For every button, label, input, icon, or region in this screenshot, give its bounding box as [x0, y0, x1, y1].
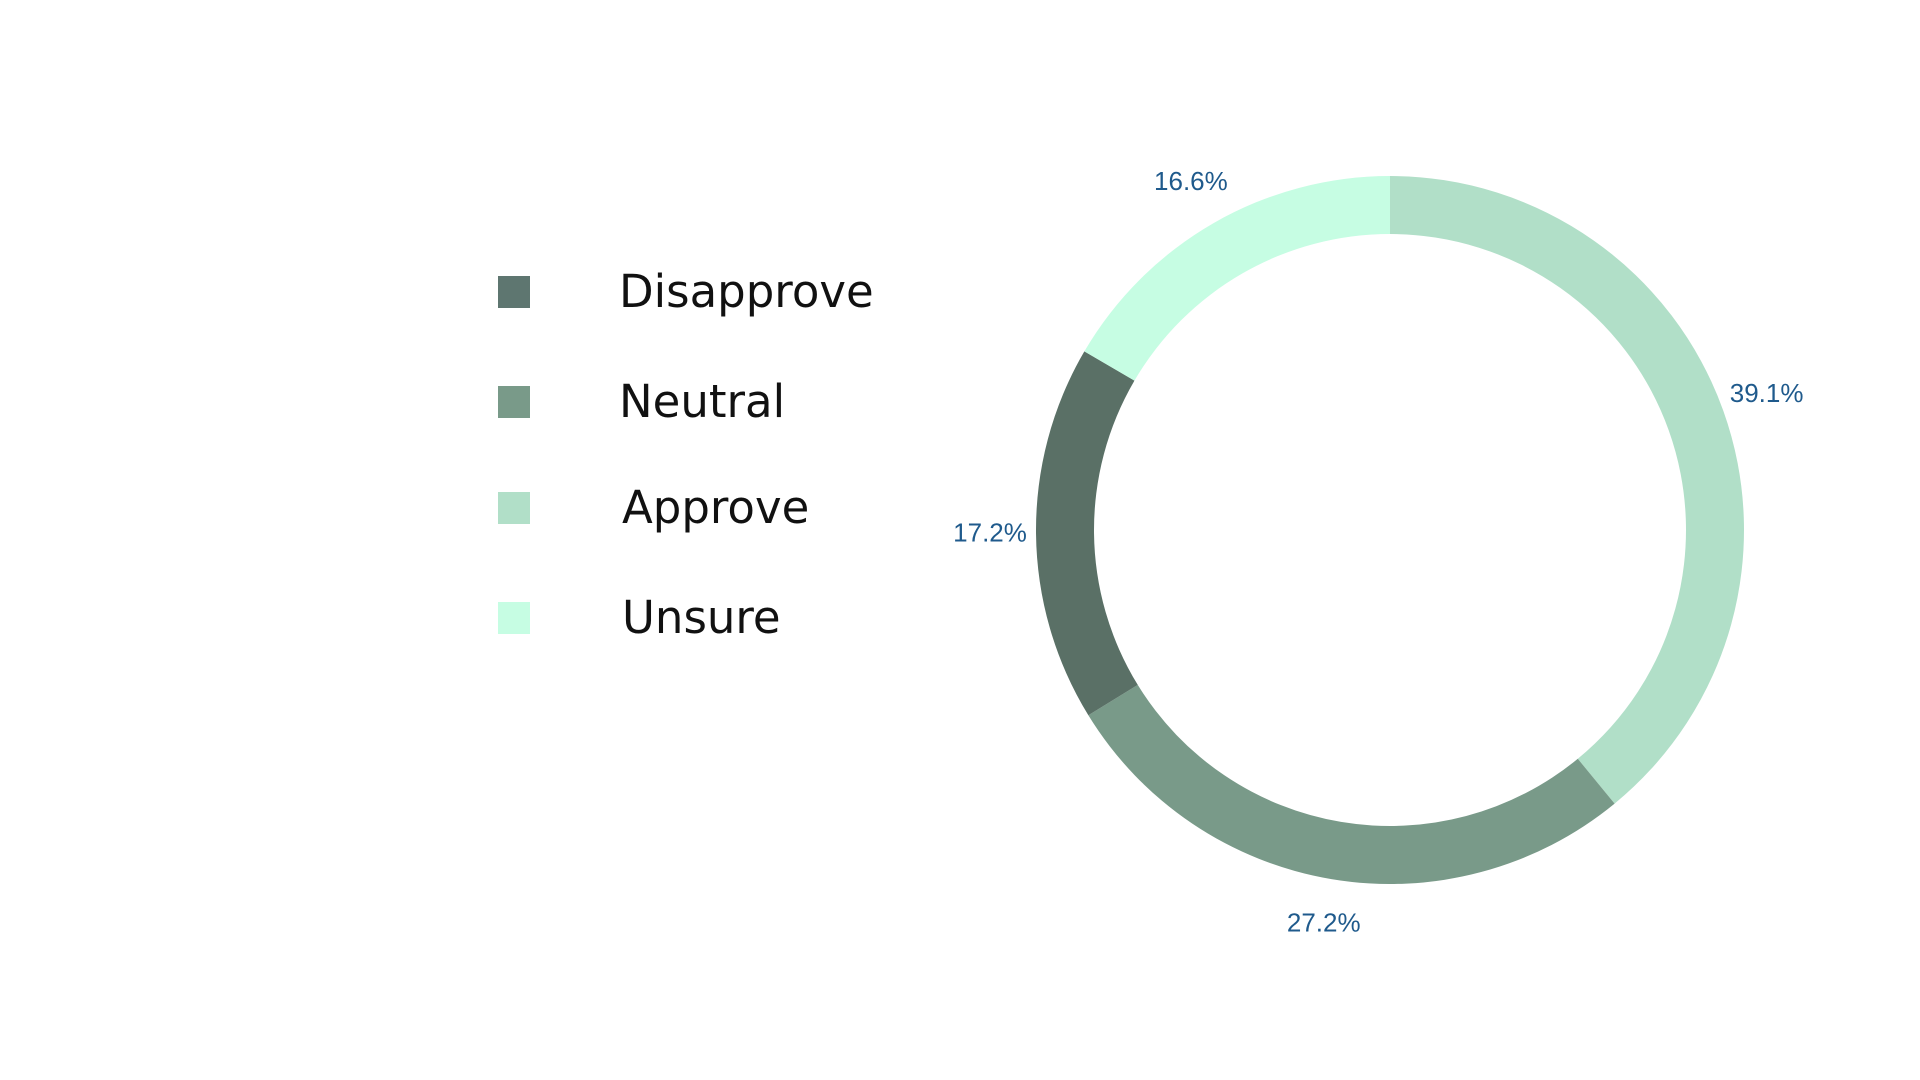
slice-label-disapprove: 17.2%	[953, 517, 1027, 547]
slice-label-unsure: 16.6%	[1154, 166, 1228, 196]
legend-label-approve: Approve	[622, 481, 810, 534]
legend-label-unsure: Unsure	[622, 591, 781, 644]
donut-slices	[1036, 175, 1744, 884]
legend-label-disapprove: Disapprove	[619, 265, 874, 318]
slice-unsure	[1084, 175, 1390, 381]
slice-neutral	[1088, 684, 1615, 884]
slice-label-approve: 39.1%	[1730, 378, 1804, 408]
donut-labels: 39.1% 27.2% 17.2% 16.6%	[953, 166, 1803, 937]
legend-swatch-neutral	[498, 386, 530, 418]
slice-label-neutral: 27.2%	[1287, 907, 1361, 937]
legend-swatch-disapprove	[498, 276, 530, 308]
legend-swatch-unsure	[498, 602, 530, 634]
legend-swatch-approve	[498, 492, 530, 524]
legend-label-neutral: Neutral	[619, 375, 786, 428]
slice-approve	[1390, 176, 1744, 804]
slice-disapprove	[1036, 351, 1138, 716]
